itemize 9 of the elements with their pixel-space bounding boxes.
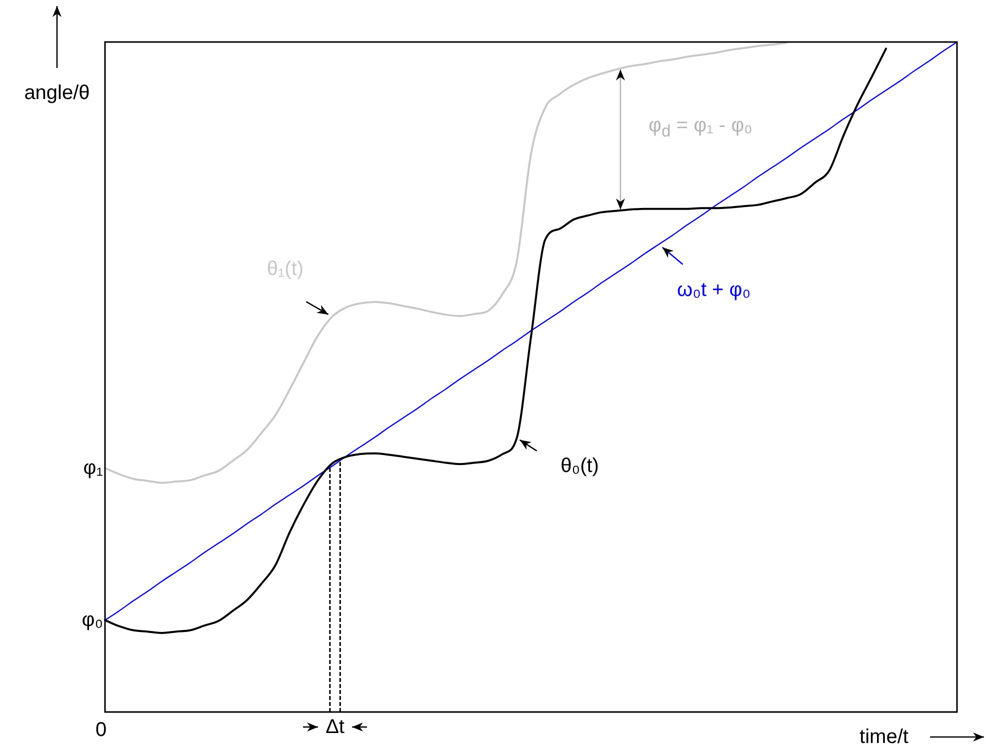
legend-label: ω₀t + φ₀ [677,279,751,302]
text: φ₁ [83,457,103,480]
x-axis-title: time/t [860,726,908,748]
annotation: φ$_{d}$ = φ₁ - φ₀ [648,114,752,140]
text: θ₀(t) [560,454,599,477]
text: Δt [326,716,344,738]
y-axis-title: angle/θ [24,82,90,104]
text: 0 [95,719,107,741]
text: φ₀ [82,609,103,632]
